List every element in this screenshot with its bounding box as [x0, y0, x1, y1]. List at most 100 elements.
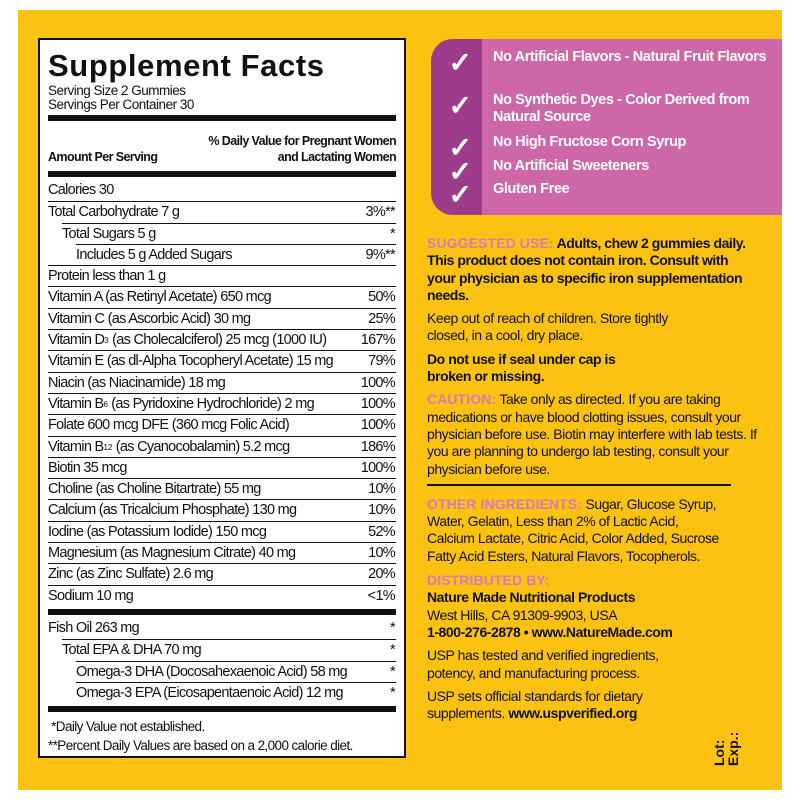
- usp-standards: USP sets official standards for dietary …: [427, 688, 667, 723]
- daily-value: *: [390, 642, 396, 659]
- column-header: Amount Per Serving % Daily Value for Pre…: [48, 124, 397, 168]
- other-ingredients-heading: OTHER INGREDIENTS:: [427, 495, 583, 512]
- nutrient-label: Magnesium (as Magnesium Citrate) 40 mg: [48, 543, 296, 563]
- daily-value: 50%: [368, 289, 396, 306]
- nutrient-row: Biotin 35 mcg 100%: [48, 456, 396, 478]
- nutrient-row: Magnesium (as Magnesium Citrate) 40 mg 10…: [48, 542, 396, 563]
- nutrient-label: Iodine (as Potassium Iodide) 150 mcg: [48, 522, 267, 542]
- nutrient-name-rest: (as Pyridoxine Hydrochloride) 2 mg: [107, 395, 314, 412]
- servings-per-container: Servings Per Container 30: [48, 97, 194, 112]
- nutrient-name: Sodium 10 mg: [48, 587, 134, 604]
- daily-value: 10%: [368, 502, 396, 519]
- daily-value: 25%: [368, 310, 396, 327]
- nutrient-label: Vitamin E (as dl-Alpha Tocopheryl Acetat…: [48, 351, 334, 371]
- nutrient-name: Vitamin B: [48, 395, 104, 412]
- daily-value: 100%: [360, 417, 396, 434]
- distributed-heading: DISTRIBUTED BY:: [427, 572, 550, 589]
- other-ingredients-text: Sugar, Glucose Syrup, Water, Gelatin, Le…: [427, 495, 719, 564]
- nutrient-row: Total Carbohydrate 7 g 3%**: [48, 201, 396, 222]
- claim-text: No High Fructose Corn Syrup: [493, 134, 687, 150]
- suggested-use-text: Adults, chew 2 gummies daily. This produ…: [427, 235, 746, 303]
- nutrient-row: Protein less than 1 g: [48, 265, 396, 286]
- nutrient-row: Calcium (as Tricalcium Phosphate) 130 mg…: [48, 499, 396, 520]
- distributor: DISTRIBUTED BY: Nature Made Nutritional …: [427, 572, 757, 641]
- nutrient-name-rest: (as Cholecalciferol) 25 mcg (1000 IU): [108, 332, 327, 349]
- divider-thick: [48, 706, 396, 713]
- suggested-use: SUGGESTED USE: Adults, chew 2 gummies da…: [427, 235, 757, 304]
- daily-value: 9%**: [365, 246, 396, 263]
- nutrient-label: Choline (as Choline Bitartrate) 55 mg: [48, 479, 261, 499]
- nutrient-label: Biotin 35 mcg: [48, 458, 127, 478]
- footnote-calorie: **Percent Daily Values are based on a 2,…: [48, 738, 353, 754]
- nutrient-row: Calories 30: [48, 180, 396, 201]
- nutrient-label: Omega-3 EPA (Eicosapentaenoic Acid) 12 m…: [76, 683, 344, 703]
- nutrient-label: Includes 5 g Added Sugars: [76, 245, 233, 265]
- exp-label: Exp.:: [725, 731, 741, 766]
- nutrient-name: Calories 30: [48, 182, 114, 198]
- nutrient-name: Calcium (as Tricalcium Phosphate) 130 mg: [48, 502, 297, 519]
- section-divider: [427, 483, 731, 486]
- company-address: West Hills, CA 91309-9903, USA: [427, 606, 618, 623]
- divider-thick: [48, 608, 396, 615]
- nutrient-name: Vitamin A (as Retinyl Acetate) 650 mcg: [48, 289, 272, 306]
- nutrient-row: Vitamin D3 (as Cholecalciferol) 25 mcg (…: [48, 329, 396, 350]
- usp-link: www.uspverified.org: [508, 705, 637, 722]
- info-column: SUGGESTED USE: Adults, chew 2 gummies da…: [427, 235, 757, 728]
- lot-exp-block: Lot: Exp.:: [711, 716, 741, 766]
- nutrient-name: Iodine (as Potassium Iodide) 150 mcg: [48, 523, 267, 540]
- nutrient-name: Zinc (as Zinc Sulfate) 2.6 mg: [48, 566, 214, 583]
- nutrient-label: Folate 600 mcg DFE (360 mcg Folic Acid): [48, 415, 290, 435]
- nutrient-label: Total EPA & DHA 70 mg: [62, 640, 202, 660]
- usp-verified: USP has tested and verified ingredients,…: [427, 647, 659, 681]
- nutrient-name: Niacin (as Niacinamide) 18 mg: [48, 374, 226, 391]
- seal-warning: Do not use if seal under cap is broken o…: [427, 350, 616, 385]
- nutrient-row: Includes 5 g Added Sugars 9%**: [76, 243, 396, 265]
- claim-text: No Artificial Sweeteners: [493, 158, 649, 174]
- nutrient-row: Fish Oil 263 mg *: [48, 618, 396, 639]
- nutrient-label: Sodium 10 mg: [48, 586, 134, 606]
- claims-badge-panel: ✓ No Artificial Flavors - Natural Fruit F…: [431, 39, 782, 215]
- company-contact: 1-800-276-2878 • www.NatureMade.com: [427, 623, 673, 640]
- nutrient-row: Iodine (as Potassium Iodide) 150 mcg 52%: [48, 520, 396, 542]
- supplement-facts-panel: Supplement Facts Serving Size 2 Gummies …: [38, 38, 406, 758]
- daily-value: *: [390, 225, 396, 242]
- caution-heading: CAUTION:: [427, 391, 497, 408]
- nutrient-label: Protein less than 1 g: [48, 266, 166, 286]
- nutrient-label: Zinc (as Zinc Sulfate) 2.6 mg: [48, 564, 214, 584]
- storage-text: Keep out of reach of children. Store tig…: [427, 310, 668, 344]
- nutrient-row: Total EPA & DHA 70 mg *: [62, 639, 396, 660]
- nutrient-name: Magnesium (as Magnesium Citrate) 40 mg: [48, 545, 296, 562]
- amount-header: Amount Per Serving: [48, 150, 158, 164]
- nutrient-row: Vitamin C (as Ascorbic Acid) 30 mg 25%: [48, 307, 396, 329]
- nutrient-name: Protein less than 1 g: [48, 268, 166, 285]
- nutrient-label: Omega-3 DHA (Docosahexaenoic Acid) 58 mg: [76, 662, 348, 682]
- nutrient-label: Fish Oil 263 mg: [48, 618, 140, 638]
- nutrient-row: Niacin (as Niacinamide) 18 mg 100%: [48, 371, 396, 393]
- dv-header: % Daily Value for Pregnant Women and Lact…: [208, 133, 396, 165]
- daily-value: 3%**: [365, 204, 396, 221]
- nutrient-name: Total Carbohydrate 7 g: [48, 204, 180, 221]
- claim-text: No Synthetic Dyes - Color Derived from N…: [493, 92, 750, 125]
- nutrient-name: Biotin 35 mcg: [48, 459, 127, 476]
- checkmark-icon: ✓: [448, 47, 472, 78]
- nutrient-row: Omega-3 DHA (Docosahexaenoic Acid) 58 mg…: [76, 660, 396, 682]
- nutrient-label: Total Carbohydrate 7 g: [48, 202, 180, 222]
- nutrient-name: Vitamin D: [48, 332, 105, 349]
- nutrient-row: Total Sugars 5 g *: [62, 222, 396, 244]
- nutrient-row: Vitamin B12 (as Cyanocobalamin) 5.2 mcg 1…: [48, 435, 396, 457]
- nutrient-label: Vitamin A (as Retinyl Acetate) 650 mcg: [48, 287, 272, 307]
- nutrient-row: Vitamin B6 (as Pyridoxine Hydrochloride)…: [48, 392, 396, 414]
- checkmark-icon: ✓: [448, 90, 472, 121]
- usp-standards-text: USP sets official standards for dietary …: [427, 687, 643, 722]
- checkmark-icon: ✓: [448, 132, 472, 163]
- nutrient-row: Omega-3 EPA (Eicosapentaenoic Acid) 12 m…: [76, 681, 396, 703]
- caution: CAUTION: Take only as directed. If you a…: [427, 391, 757, 477]
- nutrient-name: Vitamin C (as Ascorbic Acid) 30 mg: [48, 310, 251, 327]
- daily-value: 52%: [368, 523, 396, 540]
- daily-value: 20%: [368, 566, 396, 583]
- daily-value: 186%: [360, 438, 396, 455]
- daily-value: 100%: [360, 395, 396, 412]
- nutrient-name: Folate 600 mcg DFE (360 mcg Folic Acid): [48, 417, 290, 434]
- facts-title: Supplement Facts: [48, 48, 325, 83]
- dv-header-line-2: and Lactating Women: [277, 150, 397, 164]
